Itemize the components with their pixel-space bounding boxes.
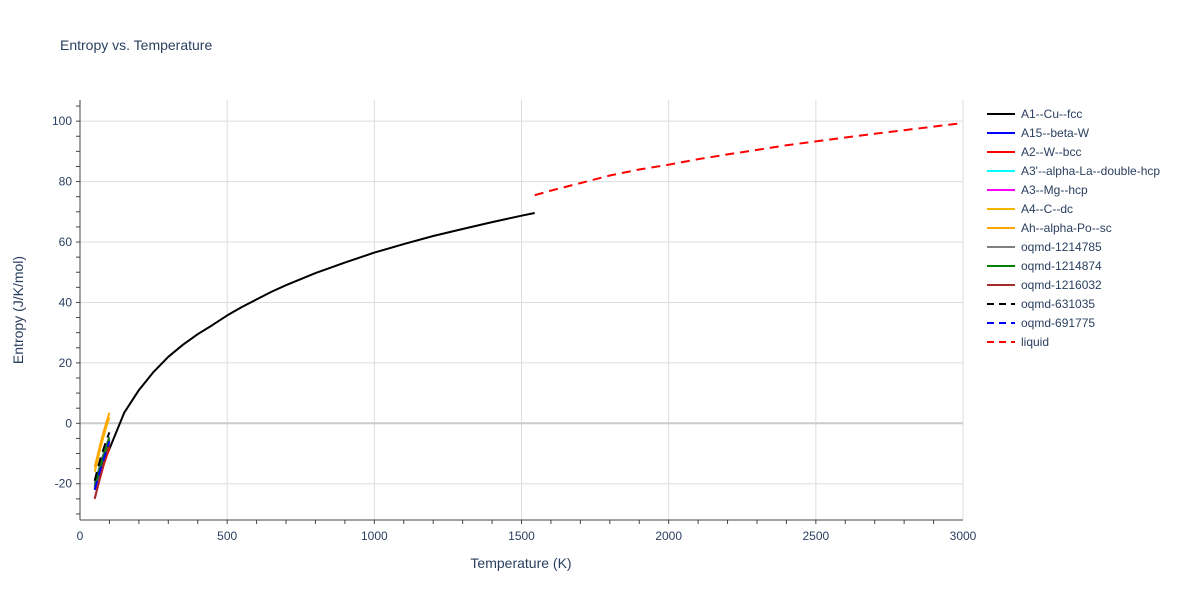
- legend-item-oqmd-631035[interactable]: oqmd-631035: [987, 297, 1095, 311]
- x-tick-label: 2000: [655, 529, 682, 543]
- x-tick-label: 500: [217, 529, 237, 543]
- legend-item-oqmd-1214874[interactable]: oqmd-1214874: [987, 259, 1102, 273]
- x-tick-label: 0: [77, 529, 84, 543]
- legend-item-A3--Mg--hcp[interactable]: A3--Mg--hcp: [987, 183, 1088, 197]
- series-line-A4--C--dc[interactable]: [93, 416, 111, 472]
- x-tick-label: 1500: [508, 529, 535, 543]
- legend-label: Ah--alpha-Po--sc: [1021, 221, 1112, 235]
- legend-label: oqmd-631035: [1021, 297, 1095, 311]
- legend-item-oqmd-691775[interactable]: oqmd-691775: [987, 316, 1095, 330]
- series-line-liquid[interactable]: [534, 122, 964, 197]
- legend-label: oqmd-1214785: [1021, 240, 1102, 254]
- legend-item-A2--W--bcc[interactable]: A2--W--bcc: [987, 145, 1081, 159]
- legend-item-A15--beta-W[interactable]: A15--beta-W: [987, 126, 1090, 140]
- legend-item-liquid[interactable]: liquid: [987, 335, 1049, 349]
- series-line-A1--Cu--fcc[interactable]: [93, 212, 535, 488]
- legend-label: A15--beta-W: [1021, 126, 1090, 140]
- legend-label: A3'--alpha-La--double-hcp: [1021, 164, 1160, 178]
- grid-layer: [80, 100, 964, 520]
- legend[interactable]: A1--Cu--fcc A15--beta-W A2--W--bcc A3'--alp…: [987, 107, 1160, 349]
- legend-label: liquid: [1021, 335, 1049, 349]
- series-line-oqmd-1216032[interactable]: [93, 444, 111, 500]
- legend-label: A1--Cu--fcc: [1021, 107, 1082, 121]
- y-tick-label: 40: [59, 295, 73, 309]
- x-tick-label: 1000: [361, 529, 388, 543]
- chart-title: Entropy vs. Temperature: [60, 37, 212, 53]
- legend-item-oqmd-1214785[interactable]: oqmd-1214785: [987, 240, 1102, 254]
- legend-label: A4--C--dc: [1021, 202, 1073, 216]
- y-tick-label: -20: [55, 477, 73, 491]
- x-axis-label: Temperature (K): [470, 555, 571, 571]
- legend-label: oqmd-1216032: [1021, 278, 1102, 292]
- legend-item-A1--Cu--fcc[interactable]: A1--Cu--fcc: [987, 107, 1082, 121]
- y-tick-label: 0: [65, 416, 72, 430]
- legend-item-A4--C--dc[interactable]: A4--C--dc: [987, 202, 1073, 216]
- x-tick-label: 2500: [802, 529, 829, 543]
- legend-label: oqmd-691775: [1021, 316, 1095, 330]
- axes-layer: 0 500 1000 1500 2000 2500 3000 -20 0 20 40 60 80 100: [52, 100, 977, 543]
- x-tick-label: 3000: [950, 529, 977, 543]
- y-tick-label: 20: [59, 356, 73, 370]
- y-tick-label: 60: [59, 235, 73, 249]
- legend-item-A3'--alpha-La--double-hcp[interactable]: A3'--alpha-La--double-hcp: [987, 164, 1160, 178]
- y-axis-label: Entropy (J/K/mol): [10, 256, 26, 364]
- y-tick-label: 100: [52, 114, 72, 128]
- legend-item-oqmd-1216032[interactable]: oqmd-1216032: [987, 278, 1102, 292]
- legend-label: A2--W--bcc: [1021, 145, 1081, 159]
- legend-label: oqmd-1214874: [1021, 259, 1102, 273]
- series-layer: [93, 122, 964, 500]
- legend-item-Ah--alpha-Po--sc[interactable]: Ah--alpha-Po--sc: [987, 221, 1112, 235]
- legend-label: A3--Mg--hcp: [1021, 183, 1088, 197]
- series-line-Ah--alpha-Po--sc[interactable]: [93, 412, 111, 468]
- y-tick-label: 80: [59, 175, 73, 189]
